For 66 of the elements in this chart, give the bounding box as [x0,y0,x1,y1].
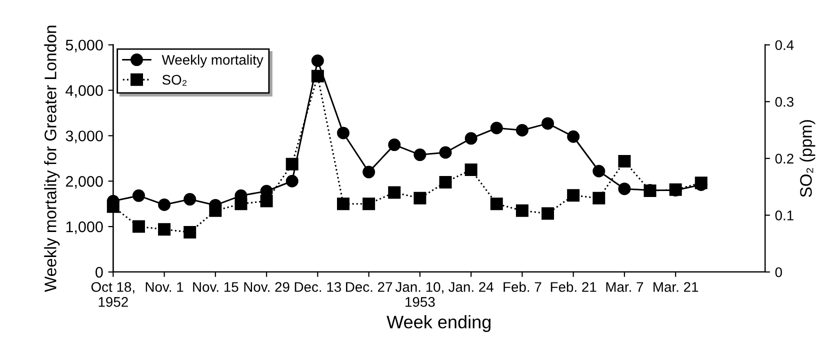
point [362,166,376,178]
point [132,189,145,202]
point [286,174,298,188]
point [490,122,503,134]
point [132,220,145,233]
point [209,204,222,217]
x-axis-title: Week ending [386,315,490,332]
point [158,198,171,212]
point [260,194,273,208]
x-tick-label: Dec. 27 [346,282,392,292]
x-tick-label: Feb. 7 [504,282,542,292]
point [439,146,452,159]
legend-label: SO₂ [162,74,187,86]
point [414,148,426,162]
point [286,158,298,170]
y-tick-label: 0 [96,266,103,278]
y-tick-label: 5,000 [66,40,103,52]
y2-tick-label: 0.1 [775,210,794,220]
point [618,155,631,168]
x-tick-label: Feb. 21 [550,282,596,292]
y2-tick-label: 0.4 [775,40,794,50]
point [106,200,120,213]
point [388,138,401,152]
point [439,176,452,189]
point [158,223,171,236]
point [311,70,324,82]
point [184,226,196,238]
point [516,124,528,137]
y-tick-label: 3,000 [66,130,103,144]
y2-tick-label: 0.3 [775,96,794,107]
point [567,189,580,202]
x-tick-label: Jan. 24 [448,282,494,292]
point [516,204,528,217]
point [336,198,350,210]
x-tick-label: Oct 18, 1952 [91,282,134,307]
x-tick-label: Mar. 21 [654,282,698,292]
y-tick-label: 2,000 [66,176,103,189]
point [490,198,503,210]
point [542,207,554,220]
point [234,198,248,210]
y2-tick-label: 0 [775,267,782,278]
point [311,54,324,68]
y-tick-label: 4,000 [66,85,103,98]
point [388,186,401,199]
point [336,126,350,140]
point [567,130,580,143]
y-tick-label: 1,000 [66,221,103,234]
point [592,164,606,178]
x-tick-label: Nov. 15 [193,282,238,292]
x-tick-label: Nov. 29 [244,282,290,292]
point [362,198,376,210]
x-tick-label: Dec. 13 [294,282,341,292]
point [184,193,196,206]
point [592,192,606,204]
y2-axis-title: SO₂ (ppm) [800,120,816,198]
x-tick-label: Jan. 10, 1953 [395,282,444,307]
legend-label: Weekly mortality [162,54,264,68]
point [414,192,426,204]
point [464,132,478,145]
x-tick-label: Nov. 1 [146,282,184,292]
y-axis-title: Weekly mortality for Greater London [44,26,60,292]
x-tick-label: Mar. 7 [606,282,644,292]
point [464,164,478,176]
point [542,117,554,130]
point [618,182,631,196]
y2-tick-label: 0.2 [775,154,794,164]
